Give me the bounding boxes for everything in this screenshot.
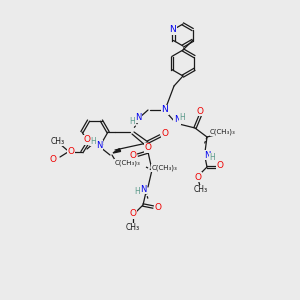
Text: O: O <box>83 136 91 145</box>
Text: C(CH₃)₃: C(CH₃)₃ <box>115 160 141 166</box>
Text: O: O <box>217 161 224 170</box>
Text: O: O <box>145 143 152 152</box>
Text: N: N <box>162 106 168 115</box>
Text: H: H <box>134 188 140 196</box>
Text: CH₃: CH₃ <box>194 185 208 194</box>
Text: O: O <box>130 209 136 218</box>
Text: O: O <box>154 202 161 211</box>
Text: O: O <box>50 154 56 164</box>
Text: N: N <box>204 151 210 160</box>
Text: H: H <box>209 154 215 163</box>
Text: N: N <box>169 25 176 34</box>
Text: O: O <box>161 130 169 139</box>
Text: O: O <box>196 106 203 116</box>
Text: CH₃: CH₃ <box>126 224 140 232</box>
Text: N: N <box>140 184 146 194</box>
Text: H: H <box>179 112 185 122</box>
Text: N: N <box>96 140 102 149</box>
Text: C(CH₃)₃: C(CH₃)₃ <box>151 165 177 171</box>
Text: C(CH₃)₃: C(CH₃)₃ <box>210 129 236 135</box>
Text: H: H <box>129 116 135 125</box>
Text: N: N <box>174 116 180 124</box>
Text: O: O <box>68 148 74 157</box>
Polygon shape <box>113 148 121 153</box>
Text: CH₃: CH₃ <box>51 136 65 146</box>
Text: N: N <box>135 113 141 122</box>
Text: H: H <box>90 136 96 146</box>
Text: O: O <box>194 172 202 182</box>
Text: O: O <box>130 152 136 160</box>
